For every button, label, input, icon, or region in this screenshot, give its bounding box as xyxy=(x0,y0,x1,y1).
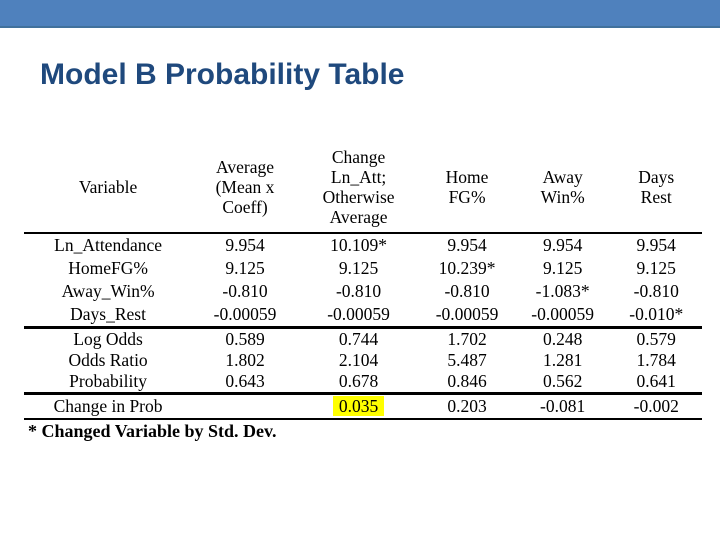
table-cell: -0.010* xyxy=(629,304,684,324)
row-label: Away_Win% xyxy=(61,281,155,301)
table-cell: 0.248 xyxy=(514,326,611,350)
table-cell: -0.002 xyxy=(610,392,702,420)
row-label: Days_Rest xyxy=(70,304,146,324)
row-label: Odds Ratio xyxy=(68,350,148,370)
table-cell: 10.109* xyxy=(330,235,388,255)
table-header: Variable Average (Mean x Coeff) Change L… xyxy=(24,145,702,234)
table-cell: 0.035 xyxy=(297,392,420,420)
table-row: Probability 0.643 0.678 0.846 0.562 0.641 xyxy=(24,371,702,394)
table-cell: -0.810 xyxy=(444,281,490,301)
table-cell: 9.125 xyxy=(225,258,265,278)
table-cell: 9.125 xyxy=(542,258,583,278)
column-header: Change Ln_Att; Otherwise Average xyxy=(297,145,420,234)
highlighted-cell: 0.035 xyxy=(332,396,385,416)
table-row: HomeFG% 9.125 9.125 10.239* 9.125 9.125 xyxy=(24,257,702,280)
table-row: Away_Win% -0.810 -0.810 -0.810 -1.083* -0.810 xyxy=(24,280,702,303)
table-row: Change in Prob 0.035 0.203 -0.081 -0.002 xyxy=(24,392,702,420)
column-header: Average (Mean x Coeff) xyxy=(192,145,298,234)
table-footnote: * Changed Variable by Std. Dev. xyxy=(28,421,277,441)
table-cell: -0.810 xyxy=(633,281,679,301)
column-header: Variable xyxy=(24,145,193,234)
table-row: Odds Ratio 1.802 2.104 5.487 1.281 1.784 xyxy=(24,350,702,371)
table-cell: 1.784 xyxy=(636,350,676,370)
table-cell: 0.203 xyxy=(419,392,515,420)
table-cell: 0.846 xyxy=(447,371,487,391)
table-cell: 0.562 xyxy=(542,371,583,391)
table-cell: 1.281 xyxy=(542,350,583,370)
column-header: Away Win% xyxy=(514,145,611,234)
table-cell: -0.810 xyxy=(335,281,382,301)
table-cell: -0.810 xyxy=(222,281,268,301)
row-label: Ln_Attendance xyxy=(54,235,162,255)
table-cell: 9.954 xyxy=(447,235,487,255)
column-header: Days Rest xyxy=(610,145,702,234)
table-cell: -0.081 xyxy=(514,392,611,420)
table-row: Ln_Attendance 9.954 10.109* 9.954 9.954 9.954 xyxy=(24,233,702,257)
table-cell: -0.00059 xyxy=(213,304,277,324)
table-row: Days_Rest -0.00059 -0.00059 -0.00059 -0.0005… xyxy=(24,303,702,328)
table-cell: 1.702 xyxy=(419,326,515,350)
table-cell: 1.802 xyxy=(225,350,265,370)
table-cell: 10.239* xyxy=(438,258,496,278)
row-label: Probability xyxy=(69,371,147,391)
table-cell: 0.589 xyxy=(192,326,298,350)
row-label: Change in Prob xyxy=(24,392,193,420)
table-cell: 0.678 xyxy=(338,371,379,391)
probability-table-container: Variable Average (Mean x Coeff) Change L… xyxy=(24,145,702,420)
table-cell: 0.579 xyxy=(610,326,702,350)
page-title: Model B Probability Table xyxy=(40,58,405,91)
table-cell: 9.954 xyxy=(225,235,265,255)
table-cell: 9.125 xyxy=(636,258,676,278)
table-cell xyxy=(192,392,298,420)
table-cell: 9.125 xyxy=(338,258,379,278)
table-cell: 9.954 xyxy=(636,235,676,255)
table-cell: 2.104 xyxy=(338,350,379,370)
header-row: Variable Average (Mean x Coeff) Change L… xyxy=(24,145,702,234)
table-body: Ln_Attendance 9.954 10.109* 9.954 9.954 9.954… xyxy=(24,233,702,420)
probability-table: Variable Average (Mean x Coeff) Change L… xyxy=(24,145,702,420)
table-row: Log Odds 0.589 0.744 1.702 0.248 0.579 xyxy=(24,326,702,350)
table-cell: 9.954 xyxy=(542,235,583,255)
column-header: Home FG% xyxy=(419,145,515,234)
table-cell: 0.641 xyxy=(636,371,676,391)
table-cell: 0.744 xyxy=(297,326,420,350)
table-cell: -0.00059 xyxy=(327,304,390,324)
table-cell: -0.00059 xyxy=(435,304,499,324)
top-accent-bar xyxy=(0,0,720,28)
table-cell: 5.487 xyxy=(447,350,487,370)
table-cell: 0.643 xyxy=(225,371,265,391)
row-label: HomeFG% xyxy=(68,258,148,278)
row-label: Log Odds xyxy=(24,326,193,350)
table-cell: -0.00059 xyxy=(531,304,594,324)
table-cell: -1.083* xyxy=(535,281,590,301)
